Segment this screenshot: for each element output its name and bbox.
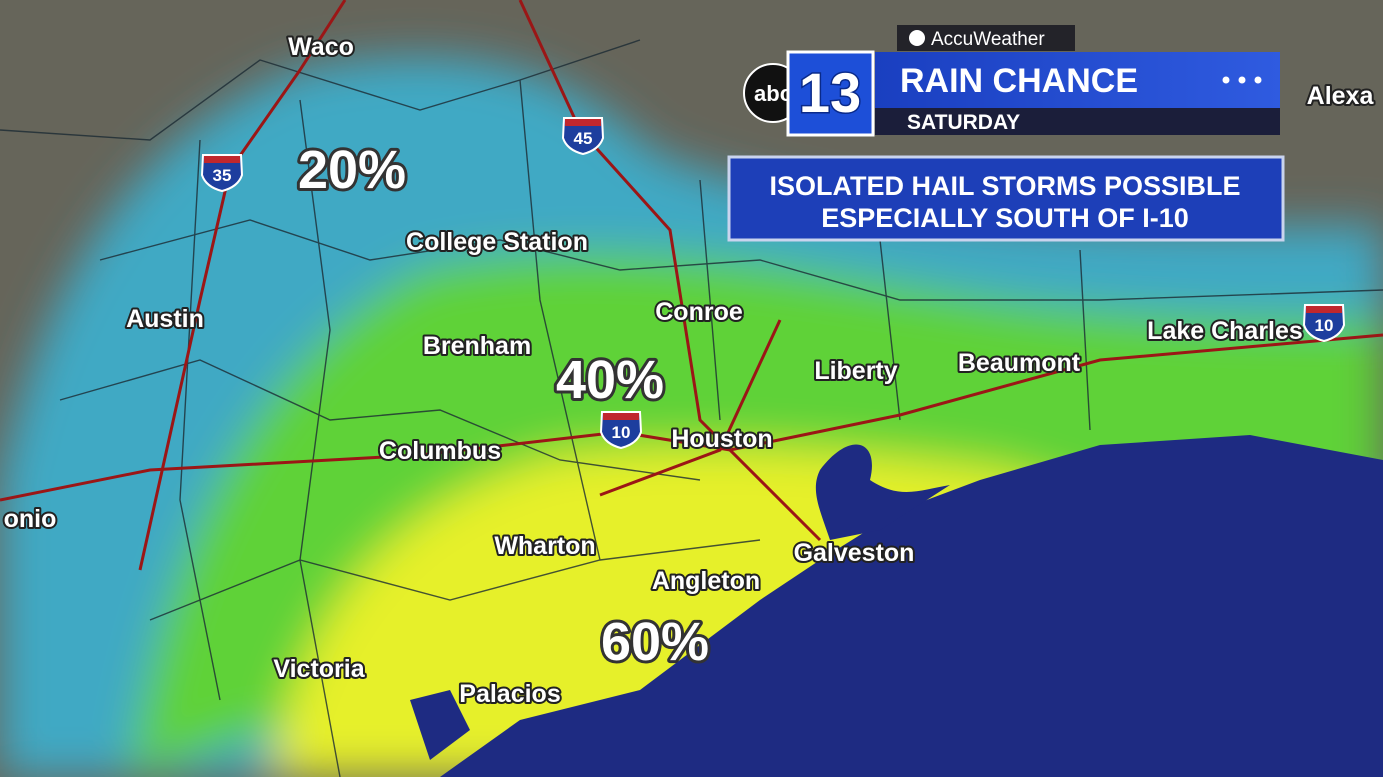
note-line: ISOLATED HAIL STORMS POSSIBLE xyxy=(769,171,1240,201)
city-label: Victoria xyxy=(273,655,365,683)
highway-number: 35 xyxy=(213,166,232,185)
header: RAIN CHANCE SATURDAY xyxy=(875,52,1280,135)
county-lines xyxy=(0,39,1383,777)
subtitle: SATURDAY xyxy=(907,111,1020,134)
shield-shape xyxy=(561,117,605,156)
rain-chance-label: 60% xyxy=(601,612,709,672)
highway-number: 10 xyxy=(612,423,631,442)
menu-dot[interactable] xyxy=(1238,76,1246,84)
tag-bg xyxy=(897,25,1075,51)
shield-shape xyxy=(1302,304,1346,343)
title: RAIN CHANCE xyxy=(900,62,1138,100)
note-line: ESPECIALLY SOUTH OF I-10 xyxy=(821,203,1189,233)
highway-shield: 10 xyxy=(599,411,643,450)
provider: AccuWeather xyxy=(931,29,1045,50)
network: abc xyxy=(754,81,792,106)
galveston-bay xyxy=(815,444,950,540)
menu-dot[interactable] xyxy=(1222,76,1230,84)
title-bar xyxy=(875,52,1280,108)
highway-number: 10 xyxy=(1315,316,1334,335)
channel: 13 xyxy=(799,61,861,124)
city-label: Brenham xyxy=(423,332,531,360)
rain-chance-label: 40% xyxy=(556,350,664,410)
city-label: Austin xyxy=(126,305,204,333)
city-label: Wharton xyxy=(494,532,595,560)
shield-shape xyxy=(200,154,244,193)
city-label: Angleton xyxy=(652,567,760,595)
city-label: Conroe xyxy=(655,298,743,326)
city-label: Houston xyxy=(671,425,772,453)
highway-shield: 35 xyxy=(200,154,244,193)
note-box: ISOLATED HAIL STORMS POSSIBLE ESPECIALLY… xyxy=(727,155,1285,242)
sun-icon xyxy=(909,30,925,46)
menu-dot[interactable] xyxy=(1254,76,1262,84)
city-label: Galveston xyxy=(794,539,915,567)
note-bg xyxy=(727,155,1285,242)
city-label: Palacios xyxy=(459,680,560,708)
highway-shield: 45 xyxy=(561,117,605,156)
city-label: Beaumont xyxy=(958,349,1081,377)
city-label: College Station xyxy=(406,228,588,256)
city-label: Liberty xyxy=(814,357,897,385)
shield-top xyxy=(204,156,240,163)
matagorda-bay xyxy=(410,690,470,760)
subtitle-bar xyxy=(875,108,1280,135)
city-label: Waco xyxy=(288,33,354,61)
city-label: Alexa xyxy=(1307,82,1375,110)
shield-top xyxy=(565,119,601,126)
city-label: onio xyxy=(4,505,57,533)
labels: Waco College Station Austin Brenham Conroe Li… xyxy=(2,31,1377,710)
city-label: Lake Charles xyxy=(1147,317,1303,345)
city-label: Columbus xyxy=(379,437,501,465)
station-logo: abc 13 xyxy=(743,50,875,137)
shield-top xyxy=(603,413,639,420)
highway-shield: 10 xyxy=(1302,304,1346,343)
rain-chance-label: 20% xyxy=(298,140,406,200)
gulf xyxy=(440,435,1383,777)
shield-top xyxy=(1306,306,1342,313)
shield-shape xyxy=(599,411,643,450)
accuweather-tag: AccuWeather xyxy=(897,25,1075,51)
highway-number: 45 xyxy=(574,129,593,148)
channel-box xyxy=(786,50,875,137)
